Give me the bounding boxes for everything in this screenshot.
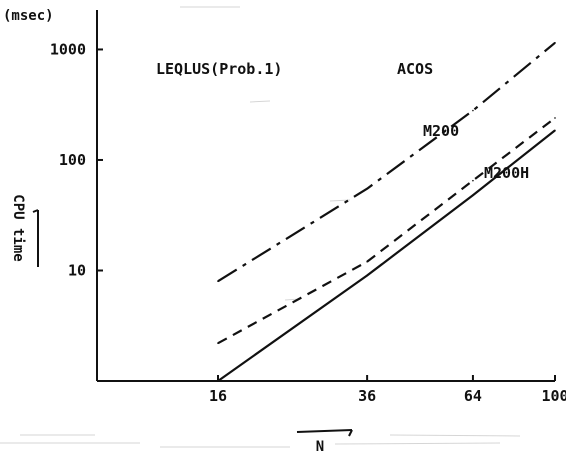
y-tick-label: 1000 xyxy=(50,40,86,58)
series-m200-label: M200 xyxy=(423,122,459,140)
series-acos-point xyxy=(217,280,219,282)
labels-layer: 16 36 64 100 10 100 1000 (msec) CPU time N LEQLUS(… xyxy=(3,8,566,455)
chart-title: LEQLUS(Prob.1) xyxy=(156,60,282,78)
series-m200h-point xyxy=(554,129,556,132)
x-tick-label: 100 xyxy=(541,387,566,405)
series-layer xyxy=(217,41,556,382)
y-axis-label: CPU time xyxy=(10,194,26,261)
y-tick-label: 10 xyxy=(68,261,86,279)
series-m200-point xyxy=(472,179,474,182)
scan-noise-line xyxy=(389,434,521,437)
series-acos-point xyxy=(472,109,474,112)
y-axis-arrow-head xyxy=(32,209,39,213)
x-axis-arrow xyxy=(296,429,353,433)
scan-noise-line xyxy=(334,442,501,445)
y-tick-label: 100 xyxy=(59,151,86,169)
x-axis-arrow-head xyxy=(348,429,353,437)
series-acos-point xyxy=(366,187,368,190)
series-m200h-point xyxy=(472,194,474,197)
series-acos-label: ACOS xyxy=(397,60,433,78)
y-unit-label: (msec) xyxy=(3,8,54,24)
series-m200-point xyxy=(217,342,219,344)
scan-noise-line xyxy=(249,100,271,103)
series-acos-point xyxy=(554,41,556,44)
series-m200-line xyxy=(217,117,556,345)
series-m200h-point xyxy=(366,274,368,277)
x-tick-label: 16 xyxy=(209,387,227,405)
x-axis-label: N xyxy=(316,439,324,454)
x-tick-label: 36 xyxy=(358,387,376,405)
series-m200h-line xyxy=(217,129,556,382)
series-m200h-point xyxy=(217,380,219,382)
series-m200-point xyxy=(554,117,556,119)
scan-noise-layer xyxy=(0,6,521,448)
series-m200-point xyxy=(366,260,368,263)
series-m200h-label: M200H xyxy=(484,164,529,182)
x-tick-label: 64 xyxy=(464,387,482,405)
series-acos-line xyxy=(217,41,556,283)
